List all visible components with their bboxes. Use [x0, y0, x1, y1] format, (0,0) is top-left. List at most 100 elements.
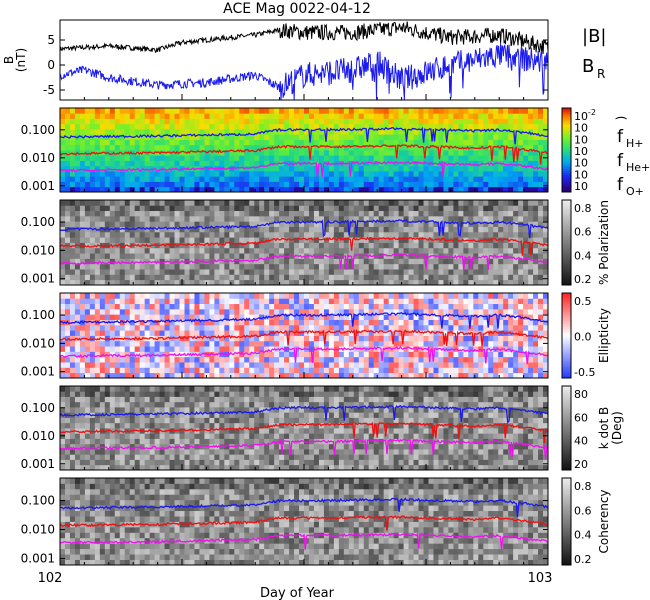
heatmap-cell — [179, 231, 185, 238]
heatmap-cell — [493, 181, 499, 188]
heatmap-cell — [428, 308, 434, 315]
heatmap-cell — [418, 351, 424, 358]
heatmap-cell — [408, 134, 414, 140]
heatmap-cell — [254, 155, 260, 161]
heatmap-cell — [538, 314, 544, 320]
heatmap-cell — [169, 303, 175, 310]
heatmap-cell — [398, 108, 404, 114]
heatmap-cell — [284, 144, 290, 151]
heatmap-cell — [60, 171, 66, 177]
heatmap-cell — [458, 263, 464, 270]
heatmap-cell — [179, 298, 185, 305]
heatmap-cell — [463, 150, 469, 156]
heatmap-cell — [393, 221, 400, 227]
heatmap-cell — [508, 319, 514, 326]
heatmap-cell — [299, 356, 305, 363]
heatmap-cell — [99, 221, 106, 227]
x-tick-label-end: 103 — [528, 571, 553, 586]
heatmap-cell — [413, 123, 419, 130]
heatmap-cell — [503, 176, 509, 182]
heatmap-cell — [468, 123, 474, 130]
heatmap-cell — [69, 335, 76, 342]
heatmap-cell — [458, 144, 464, 151]
heatmap-cell — [308, 335, 315, 342]
heatmap-cell — [453, 176, 459, 182]
heatmap-cell — [159, 258, 165, 265]
heatmap-cell — [94, 279, 101, 286]
heatmap-cell — [533, 205, 539, 212]
heatmap-cell — [169, 362, 175, 368]
heatmap-cell — [498, 340, 504, 347]
heatmap-cell — [388, 113, 395, 119]
heatmap-cell — [209, 362, 215, 368]
heatmap-cell — [508, 113, 514, 119]
heatmap-cell — [164, 171, 170, 177]
heatmap-cell — [473, 155, 479, 161]
heatmap-cell — [533, 108, 539, 114]
heatmap-cell — [184, 139, 190, 146]
heatmap-cell — [114, 160, 121, 167]
heatmap-cell — [308, 237, 315, 243]
heatmap-cell — [408, 186, 414, 193]
heatmap-cell — [239, 247, 245, 254]
heatmap-cell — [269, 274, 275, 281]
heatmap-cell — [383, 139, 390, 146]
heatmap-cell — [328, 113, 335, 119]
heatmap-cell — [488, 263, 494, 270]
heatmap-cell — [69, 362, 76, 368]
heatmap-cell — [363, 247, 370, 254]
heatmap-cell — [458, 181, 464, 188]
heatmap-cell — [483, 176, 489, 182]
heatmap-cell — [119, 279, 126, 286]
heatmap-cell — [408, 181, 414, 188]
heatmap-cell — [214, 269, 220, 275]
heatmap-cell — [388, 308, 395, 315]
heatmap-cell — [448, 308, 454, 315]
heatmap-cell — [448, 210, 454, 217]
heatmap-cell — [508, 274, 514, 281]
heatmap-cell — [318, 319, 325, 326]
heatmap-cell — [413, 113, 419, 119]
colorbar-cell — [562, 263, 571, 267]
heatmap-cell — [79, 258, 86, 265]
heatmap-cell — [393, 303, 400, 310]
heatmap-cell — [348, 274, 355, 281]
heatmap-cell — [498, 242, 504, 249]
heatmap-cell — [443, 314, 449, 320]
heatmap-cell — [408, 150, 414, 156]
heatmap-cell — [234, 108, 240, 114]
heatmap-cell — [373, 139, 380, 146]
heatmap-cell — [239, 181, 245, 188]
heatmap-cell — [169, 258, 175, 265]
heatmap-cell — [318, 181, 325, 188]
heatmap-cell — [259, 237, 265, 243]
heatmap-cell — [294, 298, 300, 305]
heatmap-cell — [513, 293, 519, 299]
heatmap-cell — [468, 351, 474, 358]
heatmap-cell — [79, 231, 86, 238]
heatmap-cell — [294, 108, 300, 114]
heatmap-cell — [478, 215, 484, 222]
heatmap-cell — [244, 215, 250, 222]
heatmap-cell — [204, 247, 210, 254]
heatmap-cell — [139, 160, 146, 167]
heatmap-cell — [493, 258, 499, 265]
heatmap-cell — [259, 372, 265, 379]
heatmap-cell — [79, 314, 86, 320]
heatmap-cell — [493, 346, 499, 352]
heatmap-cell — [343, 186, 350, 193]
heatmap-cell — [254, 308, 260, 315]
heatmap-cell — [463, 139, 469, 146]
heatmap-cell — [64, 176, 71, 182]
heatmap-cell — [338, 171, 345, 177]
heatmap-cell — [304, 139, 310, 146]
heatmap-cell — [438, 118, 444, 125]
heatmap-cell — [488, 221, 494, 227]
heatmap-cell — [99, 200, 106, 206]
heatmap-cell — [219, 129, 225, 135]
heatmap-cell — [79, 263, 86, 270]
heatmap-cell — [393, 340, 400, 347]
heatmap-cell — [403, 113, 409, 119]
heatmap-cell — [204, 186, 210, 193]
heatmap-cell — [508, 200, 514, 206]
